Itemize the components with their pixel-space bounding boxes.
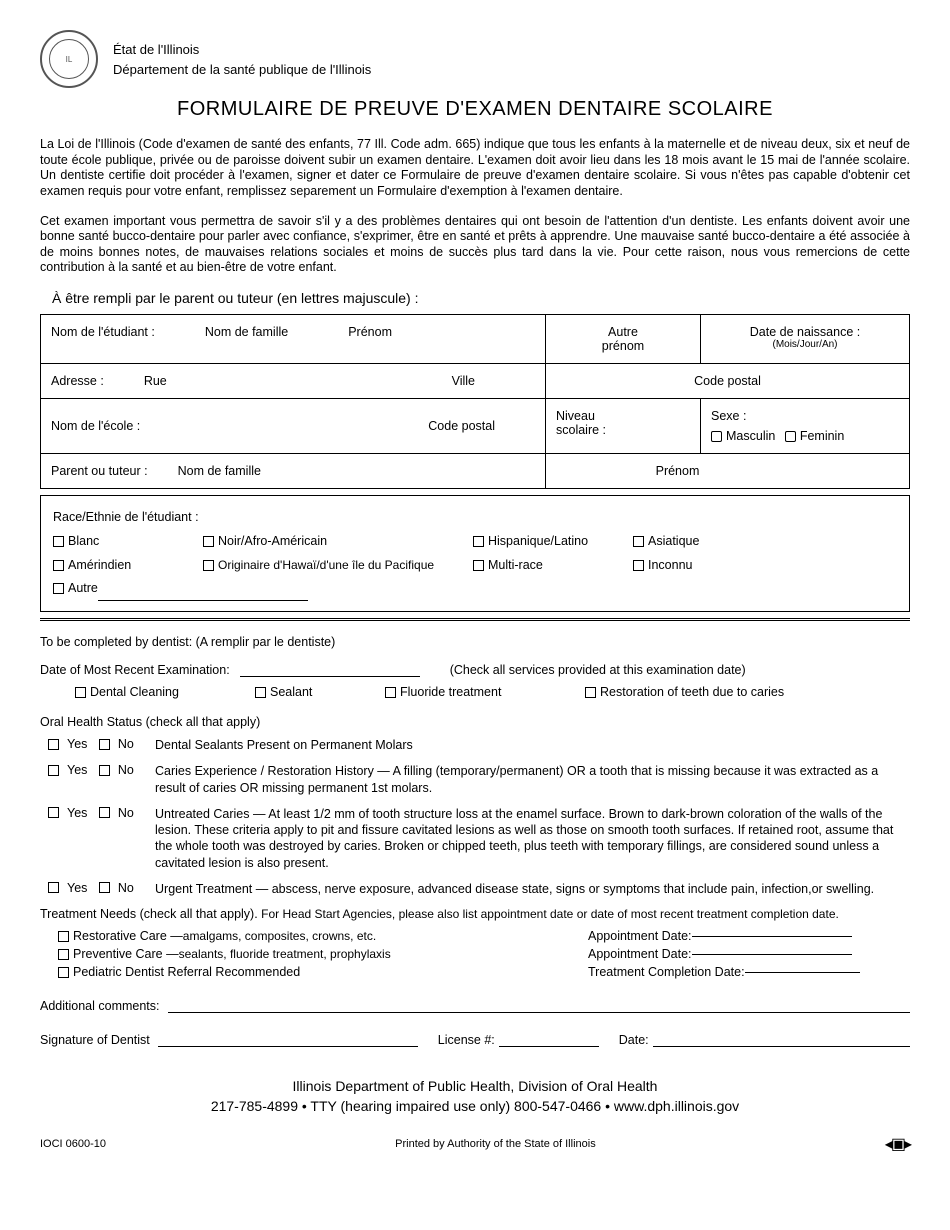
checkbox-black[interactable] — [203, 536, 214, 547]
middle-name-label-2: prénom — [602, 339, 644, 353]
checkbox-white[interactable] — [53, 536, 64, 547]
state-seal-icon: IL — [40, 30, 98, 88]
checkbox-pacific[interactable] — [203, 560, 214, 571]
checkbox-q2-yes[interactable] — [48, 765, 59, 776]
checkbox-restoration[interactable] — [585, 687, 596, 698]
treatment-needs-header: Treatment Needs (check all that apply). — [40, 907, 261, 921]
license-input[interactable] — [499, 1046, 599, 1047]
dentist-section-header: To be completed by dentist: (A remplir p… — [40, 635, 910, 649]
form-code: IOCI 0600-10 — [40, 1138, 106, 1150]
state-name: État de l'Illinois — [113, 40, 371, 60]
additional-comments-label: Additional comments: — [40, 999, 160, 1013]
race-label: Race/Ethnie de l'étudiant : — [53, 506, 897, 530]
footer-dept: Illinois Department of Public Health, Di… — [40, 1077, 910, 1097]
last-name-label: Nom de famille — [205, 325, 288, 339]
dob-label: Date de naissance : — [750, 325, 861, 339]
checkbox-pediatric-referral[interactable] — [58, 967, 69, 978]
checkbox-asian[interactable] — [633, 536, 644, 547]
grade-label-2: scolaire : — [556, 423, 606, 437]
checkbox-multi[interactable] — [473, 560, 484, 571]
checkbox-q4-no[interactable] — [99, 882, 110, 893]
intro-paragraph-1: La Loi de l'Illinois (Code d'examen de s… — [40, 137, 910, 200]
recycle-icon: ◂▣▸ — [885, 1134, 910, 1154]
race-block: Race/Ethnie de l'étudiant : Blanc Noir/A… — [40, 495, 910, 612]
checkbox-q1-no[interactable] — [99, 739, 110, 750]
treatment-needs-sub: For Head Start Agencies, please also lis… — [261, 907, 839, 921]
parent-label: Parent ou tuteur : — [51, 464, 148, 478]
page-header: IL État de l'Illinois Département de la … — [40, 30, 910, 88]
q4-text: Urgent Treatment — abscess, nerve exposu… — [155, 881, 910, 897]
student-name-label: Nom de l'étudiant : — [51, 325, 155, 339]
female-label: Feminin — [800, 429, 844, 443]
sex-label: Sexe : — [711, 409, 746, 423]
footer-contact: 217-785-4899 • TTY (hearing impaired use… — [40, 1097, 910, 1117]
q2-text: Caries Experience / Restoration History … — [155, 763, 910, 796]
parent-last-label: Nom de famille — [178, 464, 261, 478]
completion-date-input[interactable] — [745, 972, 860, 973]
checkbox-fluoride[interactable] — [385, 687, 396, 698]
grade-label-1: Niveau — [556, 409, 595, 423]
checkbox-cleaning[interactable] — [75, 687, 86, 698]
male-label: Masculin — [726, 429, 775, 443]
intro-paragraph-2: Cet examen important vous permettra de s… — [40, 214, 910, 277]
checkbox-restorative[interactable] — [58, 931, 69, 942]
dob-format: (Mois/Jour/An) — [772, 339, 837, 350]
appt-date-1-input[interactable] — [692, 936, 852, 937]
school-zip-label: Code postal — [428, 419, 495, 433]
printed-by: Printed by Authority of the State of Ill… — [395, 1138, 596, 1150]
appt-date-2-input[interactable] — [692, 954, 852, 955]
school-label: Nom de l'école : — [51, 419, 140, 433]
q1-text: Dental Sealants Present on Permanent Mol… — [155, 737, 910, 753]
checkbox-hispanic[interactable] — [473, 536, 484, 547]
first-name-label: Prénom — [348, 325, 392, 339]
checkbox-q3-no[interactable] — [99, 807, 110, 818]
checkbox-male[interactable] — [711, 431, 722, 442]
checkbox-preventive[interactable] — [58, 949, 69, 960]
form-title: FORMULAIRE DE PREUVE D'EXAMEN DENTAIRE S… — [40, 98, 910, 121]
checkbox-q2-no[interactable] — [99, 765, 110, 776]
date-label: Date: — [619, 1033, 649, 1047]
signature-input[interactable] — [158, 1046, 418, 1047]
checkbox-sealant[interactable] — [255, 687, 266, 698]
signature-label: Signature of Dentist — [40, 1033, 150, 1047]
additional-comments-input[interactable] — [168, 1012, 910, 1013]
parent-first-label: Prénom — [656, 464, 700, 478]
parent-section-label: À être rempli par le parent ou tuteur (e… — [52, 290, 910, 306]
middle-name-label-1: Autre — [608, 325, 638, 339]
exam-date-label: Date of Most Recent Examination: — [40, 663, 230, 677]
dept-name: Département de la santé publique de l'Il… — [113, 60, 371, 80]
checkbox-other[interactable] — [53, 583, 64, 594]
checkbox-q4-yes[interactable] — [48, 882, 59, 893]
checkbox-q1-yes[interactable] — [48, 739, 59, 750]
q3-text: Untreated Caries — At least 1/2 mm of to… — [155, 806, 910, 871]
zip-label: Code postal — [694, 374, 761, 388]
checkbox-amerindian[interactable] — [53, 560, 64, 571]
checkbox-unknown[interactable] — [633, 560, 644, 571]
city-label: Ville — [452, 374, 475, 388]
check-services-label: (Check all services provided at this exa… — [450, 663, 746, 677]
street-label: Rue — [144, 374, 167, 388]
license-label: License #: — [438, 1033, 495, 1047]
sign-date-input[interactable] — [653, 1046, 910, 1047]
parent-form-table: Nom de l'étudiant : Nom de famille Préno… — [40, 314, 910, 489]
oral-health-header: Oral Health Status (check all that apply… — [40, 715, 910, 729]
other-race-input[interactable] — [98, 600, 308, 601]
address-label: Adresse : — [51, 374, 104, 388]
checkbox-q3-yes[interactable] — [48, 807, 59, 818]
checkbox-female[interactable] — [785, 431, 796, 442]
exam-date-input[interactable] — [240, 663, 420, 677]
